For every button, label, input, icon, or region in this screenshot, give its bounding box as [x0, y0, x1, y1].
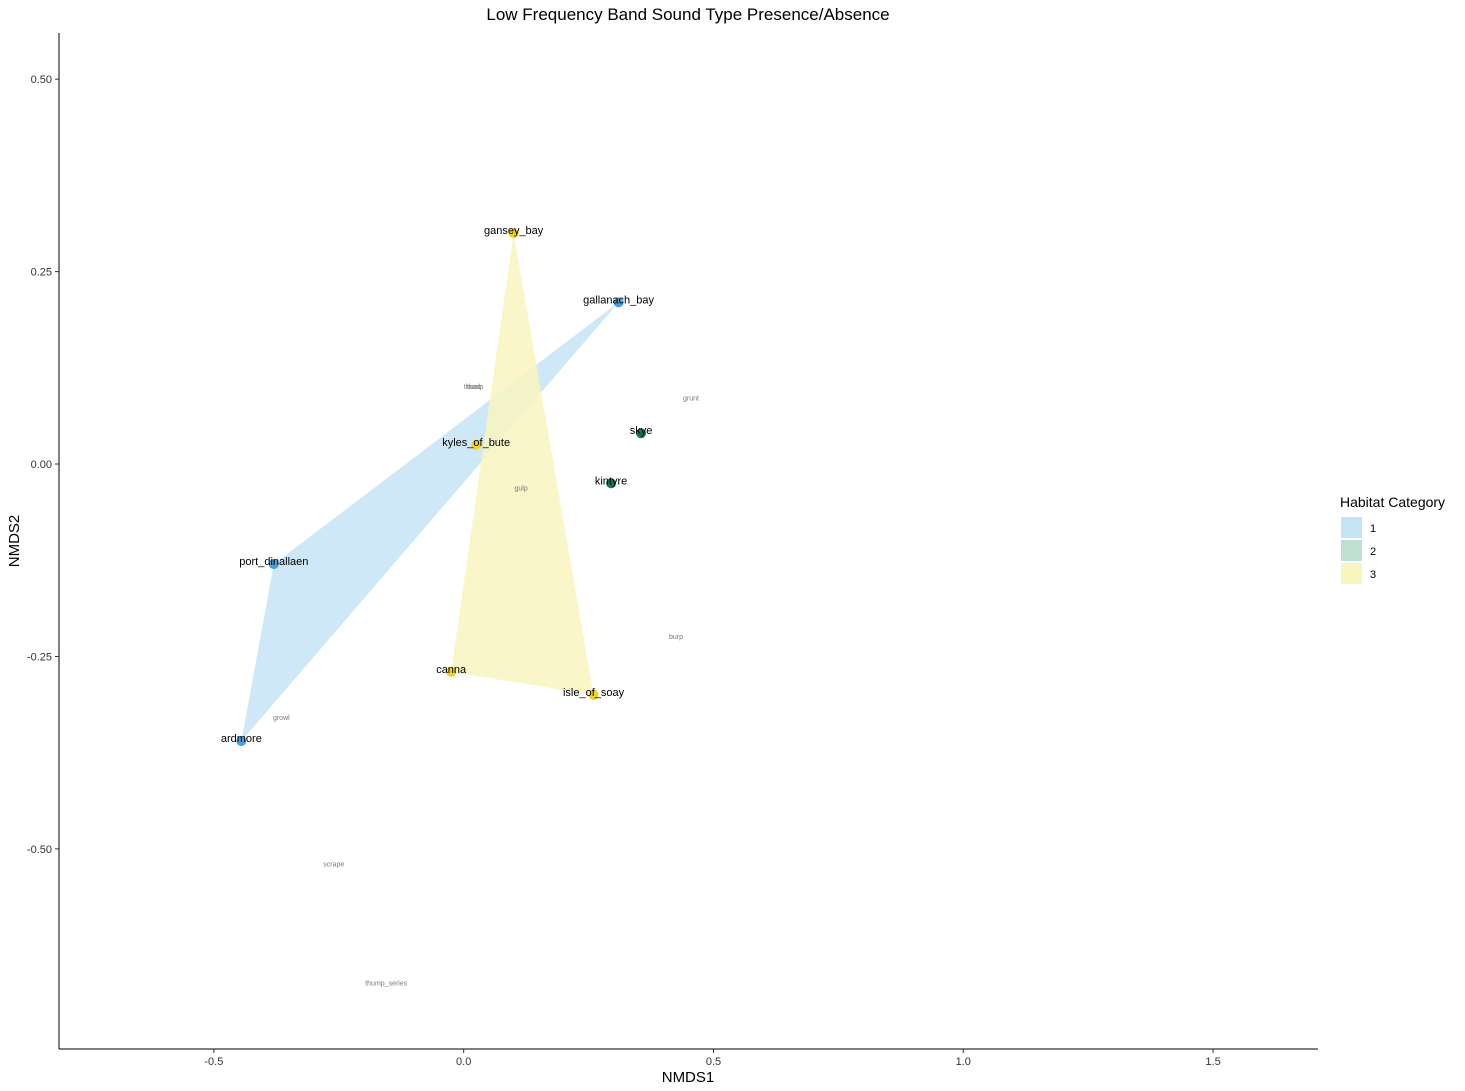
legend-label-3: 3 — [1370, 569, 1376, 581]
species-label-burp: burp — [669, 634, 683, 641]
x-tick-label: 0.5 — [706, 1056, 721, 1068]
species-label-scrape: scrape — [323, 861, 344, 868]
y-ticks: 0.50 0.25 0.00 -0.25 -0.50 — [27, 74, 59, 856]
x-axis-title: NMDS1 — [662, 1069, 715, 1086]
site-point-isle-of-soay — [588, 689, 599, 700]
site-label-skye: skye — [630, 425, 653, 437]
chart-title: Low Frequency Band Sound Type Presence/A… — [486, 5, 889, 24]
species-label-thump-series: thump_series — [365, 981, 408, 988]
points-layer — [236, 228, 647, 747]
x-tick-label: -0.5 — [204, 1056, 223, 1068]
species-label-grunt: grunt — [683, 396, 699, 403]
site-label-gansey-bay: gansey_bay — [484, 225, 544, 237]
legend-entries: 1 2 3 — [1341, 517, 1376, 584]
site-point-port-dinallaen — [268, 559, 279, 570]
site-point-kintyre — [606, 478, 617, 489]
site-point-skye — [636, 428, 647, 439]
site-label-kintyre: kintyre — [595, 475, 627, 487]
species-label-thud: thud — [467, 384, 481, 391]
legend-label-1: 1 — [1370, 523, 1376, 535]
site-point-ardmore — [236, 736, 247, 747]
legend-label-2: 2 — [1370, 546, 1376, 558]
species-label-gulp: gulp — [515, 486, 528, 493]
hull-habitat-3 — [451, 233, 594, 695]
y-tick-label: 0.25 — [31, 267, 52, 279]
y-tick-label: 0.50 — [31, 74, 52, 86]
y-tick-label: 0.00 — [31, 459, 52, 471]
y-tick-label: -0.50 — [27, 844, 52, 856]
site-label-canna: canna — [436, 664, 467, 676]
hulls-layer — [241, 233, 619, 742]
site-label-gallanach-bay: gallanach_bay — [583, 294, 654, 306]
site-point-kyles-of-bute — [471, 439, 482, 450]
species-label-thump: thump — [464, 384, 484, 391]
site-point-canna — [446, 666, 457, 677]
legend-key-3 — [1341, 563, 1362, 584]
y-axis-title: NMDS2 — [6, 515, 23, 568]
site-point-gallanach-bay — [613, 297, 624, 308]
site-label-kyles-of-bute: kyles_of_bute — [442, 437, 510, 449]
x-tick-label: 1.5 — [1205, 1056, 1220, 1068]
x-ticks: -0.5 0.0 0.5 1.0 1.5 — [204, 1049, 1221, 1068]
legend-title: Habitat Category — [1340, 494, 1445, 510]
site-point-gansey-bay — [508, 228, 519, 239]
legend: Habitat Category 1 2 3 — [1340, 494, 1445, 584]
site-label-port-dinallaen: port_dinallaen — [239, 556, 308, 568]
x-tick-label: 0.0 — [456, 1056, 471, 1068]
site-label-ardmore: ardmore — [221, 733, 262, 745]
site-label-isle-of-soay: isle_of_soay — [563, 687, 625, 699]
y-tick-label: -0.25 — [27, 651, 52, 663]
species-label-growl: growl — [273, 715, 290, 722]
legend-key-2 — [1341, 540, 1362, 561]
legend-key-1 — [1341, 517, 1362, 538]
x-tick-label: 1.0 — [956, 1056, 971, 1068]
